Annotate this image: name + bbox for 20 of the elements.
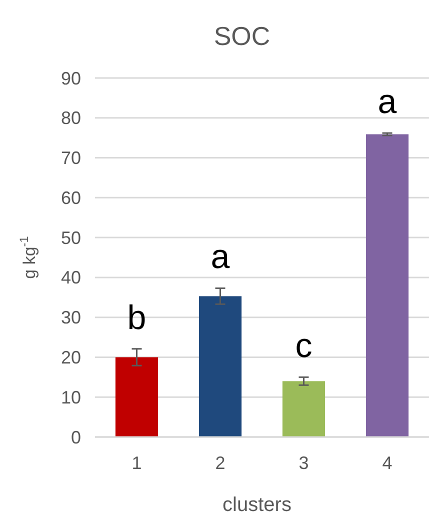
y-tick-label: 30 — [60, 308, 81, 328]
y-tick-label: 40 — [60, 268, 81, 288]
annotation: c — [295, 327, 312, 366]
y-tick-label: 80 — [60, 108, 81, 128]
x-axis-title: clusters — [222, 494, 292, 516]
x-tick-label: 2 — [215, 453, 226, 473]
x-tick-label: 3 — [298, 453, 309, 473]
y-tick-label: 90 — [60, 68, 81, 88]
y-tick-label: 60 — [60, 188, 81, 208]
y-tick-label: 0 — [70, 427, 81, 448]
y-tick-label: 50 — [60, 228, 81, 248]
chart-title: SOC — [214, 21, 270, 51]
y-tick-label: 10 — [60, 387, 81, 408]
annotation: a — [378, 83, 397, 122]
annotation: a — [210, 238, 230, 276]
y-tick-label: 70 — [60, 148, 81, 168]
x-tick-label: 1 — [132, 453, 142, 473]
annotation: b — [127, 298, 146, 337]
y-tick-label: 20 — [60, 348, 81, 368]
x-tick-label: 4 — [382, 453, 392, 473]
